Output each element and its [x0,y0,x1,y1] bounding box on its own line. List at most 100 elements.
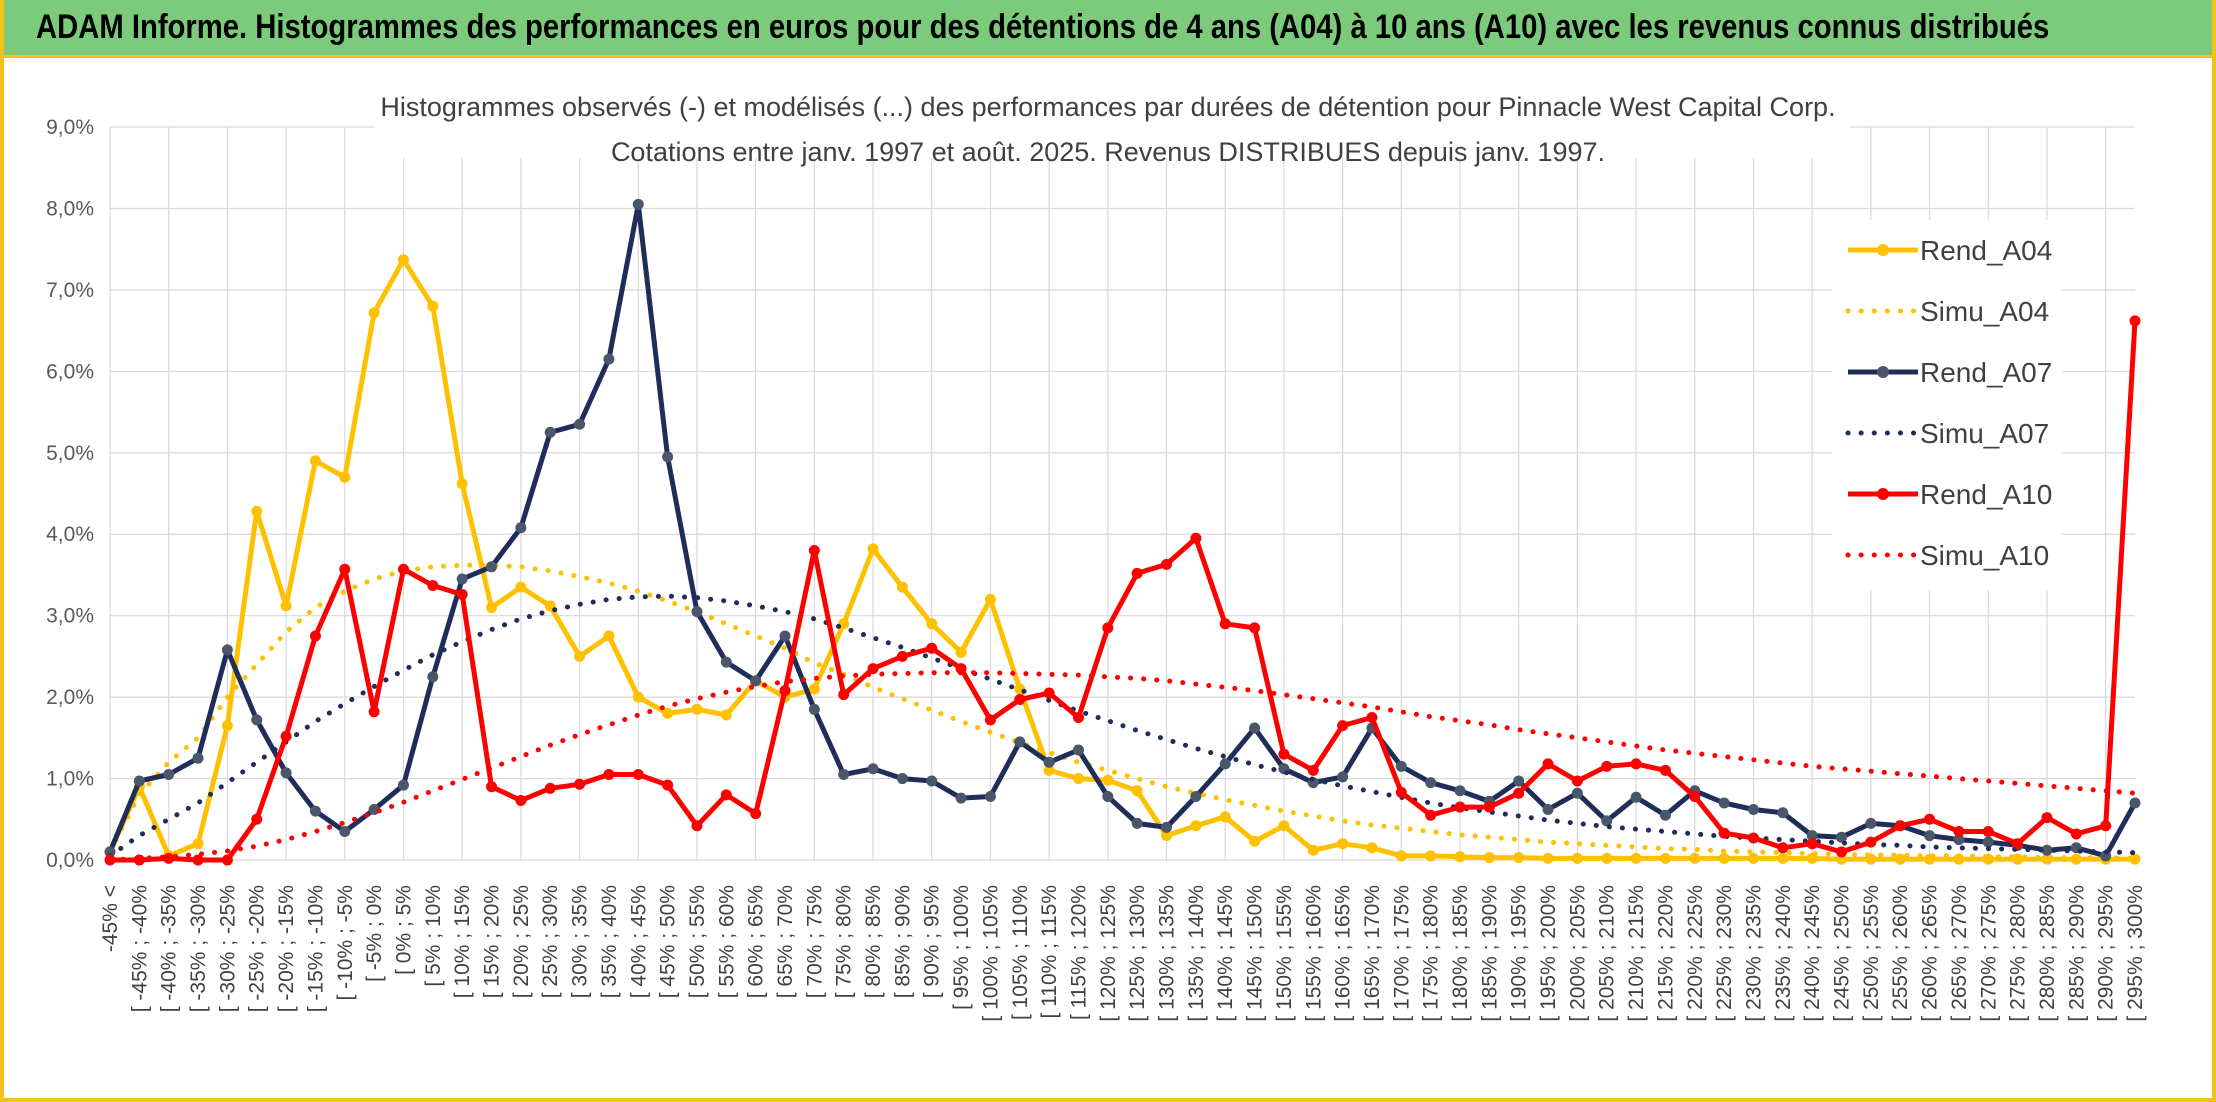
data-point-rend_a04 [896,581,908,593]
data-point-rend_a04 [486,602,498,614]
report-title: ADAM Informe. Histogrammes des performan… [36,8,2050,46]
x-tick-label: [ 110% ; 115% [1038,885,1061,1018]
data-point-rend_a07 [662,451,674,463]
data-point-rend_a10 [1777,842,1789,854]
x-tick-label: [ 140% ; 145% [1214,885,1237,1022]
data-point-rend_a04 [1513,852,1525,864]
x-tick-label: [ 270% ; 275% [1977,885,2000,1022]
data-point-rend_a10 [1659,764,1671,776]
data-point-rend_a07 [1924,830,1936,842]
data-point-rend_a07 [779,630,791,642]
x-tick-label: [ 10% ; 15% [451,885,474,998]
data-point-rend_a04 [1483,852,1495,864]
data-point-rend_a07 [339,825,351,837]
data-point-rend_a07 [574,418,586,430]
data-point-rend_a07 [1043,756,1055,768]
data-point-rend_a10 [309,630,321,642]
data-point-rend_a04 [662,707,674,719]
data-point-rend_a07 [104,846,116,858]
data-point-rend_a10 [1924,813,1936,825]
data-point-rend_a04 [2012,853,2024,865]
data-point-rend_a04 [456,478,468,490]
x-tick-label: [ 60% ; 65% [745,885,768,998]
data-point-rend_a10 [1865,836,1877,848]
data-point-rend_a10 [192,854,204,866]
x-tick-label: -45% < [99,885,122,952]
data-point-rend_a07 [1747,804,1759,816]
data-point-rend_a07 [280,767,292,779]
data-point-rend_a10 [1718,827,1730,839]
series-line-rend_a10 [110,320,2138,863]
data-point-rend_a04 [1747,852,1759,864]
x-tick-label: [ 55% ; 60% [715,885,738,998]
data-point-rend_a04 [515,581,527,593]
data-point-rend_a04 [1689,852,1701,864]
data-point-rend_a07 [691,606,703,618]
y-tick-label: 3,0% [46,605,94,628]
data-point-rend_a10 [368,706,380,718]
data-point-rend_a07 [1102,790,1114,802]
data-point-rend_a07 [2129,797,2141,809]
legend-marker [1877,366,1889,378]
x-tick-label: [ 205% ; 210% [1596,885,1619,1022]
data-point-rend_a07 [1865,817,1877,829]
x-tick-label: [ -35% ; -30% [187,885,210,1012]
data-point-rend_a04 [192,838,204,850]
data-point-rend_a04 [1043,764,1055,776]
y-tick-label: 9,0% [46,116,94,139]
x-tick-label: [ 165% ; 170% [1361,885,1384,1022]
data-point-rend_a10 [1894,820,1906,832]
data-point-rend_a07 [808,703,820,715]
x-tick-label: [ 220% ; 225% [1684,885,1707,1022]
x-tick-label: [ 190% ; 195% [1508,885,1531,1022]
data-point-rend_a07 [1513,775,1525,787]
y-tick-label: 5,0% [46,442,94,465]
x-tick-label: [ 130% ; 135% [1156,885,1179,1022]
x-tick-label: [ 180% ; 185% [1449,885,1472,1022]
data-point-rend_a07 [1249,722,1261,734]
x-tick-label: [ 185% ; 190% [1478,885,1501,1022]
chart-subtitle: Cotations entre janv. 1997 et août. 2025… [611,137,1605,167]
data-point-rend_a04 [1425,850,1437,862]
legend-label: Simu_A07 [1920,418,2049,449]
data-point-rend_a07 [1601,815,1613,827]
data-point-rend_a07 [1718,797,1730,809]
data-point-rend_a04 [720,709,732,721]
data-point-rend_a04 [368,307,380,319]
x-tick-label: [ 215% ; 220% [1654,885,1677,1022]
data-point-rend_a10 [1836,846,1848,858]
data-point-rend_a04 [1894,853,1906,865]
data-point-rend_a04 [1219,811,1231,823]
data-point-rend_a07 [632,198,644,210]
chart-title: Histogrammes observés (-) et modélisés (… [380,92,1835,122]
data-point-rend_a10 [1454,801,1466,813]
x-tick-label: [ 50% ; 55% [686,885,709,998]
data-point-rend_a10 [427,580,439,592]
data-point-rend_a10 [984,714,996,726]
x-tick-label: [ 115% ; 120% [1067,885,1090,1020]
data-point-rend_a04 [427,300,439,312]
x-tick-label: [ -45% ; -40% [128,885,151,1012]
data-point-rend_a07 [1425,777,1437,789]
data-point-rend_a04 [1659,852,1671,864]
legend-label: Simu_A10 [1920,540,2049,571]
x-tick-label: [ -20% ; -15% [275,885,298,1012]
data-point-rend_a04 [1278,820,1290,832]
x-tick-label: [ 0% ; 5% [392,885,415,975]
data-point-rend_a10 [1513,787,1525,799]
data-point-rend_a07 [1659,809,1671,821]
x-tick-label: [ 85% ; 90% [891,885,914,998]
x-tick-label: [ -5% ; 0% [363,885,386,982]
data-point-rend_a10 [1542,758,1554,770]
x-tick-label: [ 175% ; 180% [1420,885,1443,1022]
data-point-rend_a10 [574,778,586,790]
data-point-rend_a07 [1630,791,1642,803]
y-tick-label: 1,0% [46,768,94,791]
data-point-rend_a10 [926,642,938,654]
data-point-rend_a07 [368,804,380,816]
data-point-rend_a04 [1366,842,1378,854]
data-point-rend_a10 [603,768,615,780]
data-point-rend_a10 [1190,532,1202,544]
data-point-rend_a10 [632,768,644,780]
x-tick-label: [ 65% ; 70% [774,885,797,998]
